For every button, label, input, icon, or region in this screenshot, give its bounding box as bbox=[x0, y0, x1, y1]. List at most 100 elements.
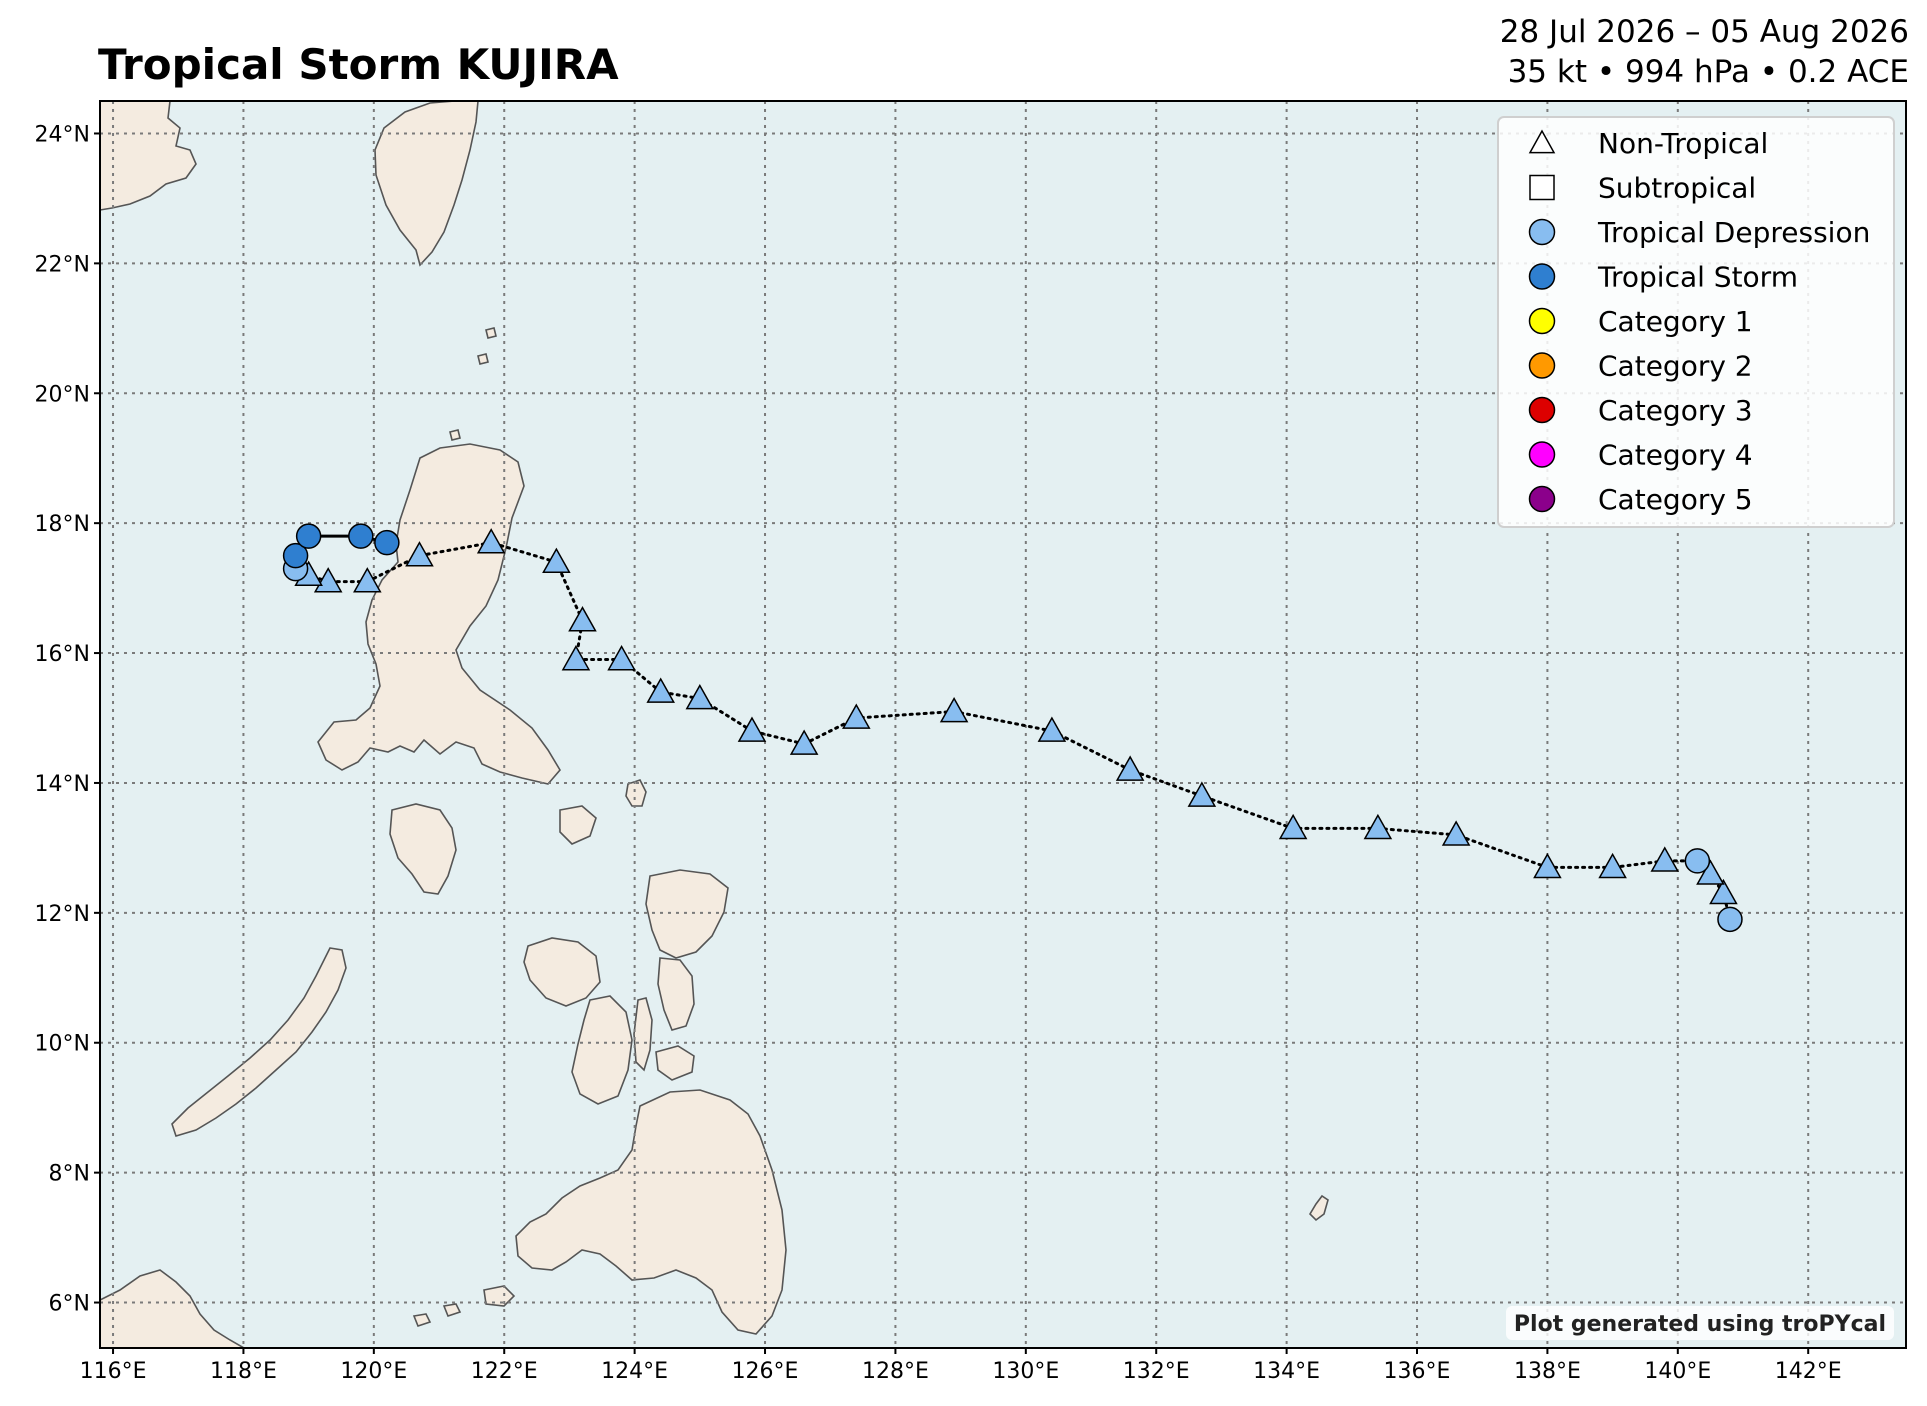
track-segment bbox=[1050, 729, 1132, 772]
track-point-non-tropical bbox=[1115, 755, 1145, 781]
panay-island bbox=[523, 937, 601, 1007]
borneo-island bbox=[100, 1269, 246, 1348]
x-tick-label: 128°E bbox=[862, 1359, 929, 1384]
legend-label: Non-Tropical bbox=[1598, 127, 1768, 160]
track-point-tropical-storm bbox=[374, 529, 400, 556]
legend-label: Tropical Storm bbox=[1597, 261, 1798, 294]
leyte-island bbox=[657, 957, 695, 1031]
track-point-non-tropical bbox=[1441, 820, 1471, 846]
x-tick-label: 116°E bbox=[80, 1359, 147, 1384]
taiwan-island bbox=[374, 101, 479, 267]
track-point-non-tropical bbox=[1363, 813, 1393, 840]
legend-marker-square bbox=[1529, 174, 1555, 201]
x-tick-label: 124°E bbox=[601, 1359, 668, 1384]
mainland-china bbox=[100, 101, 197, 211]
track-segment bbox=[1376, 826, 1458, 837]
track-point-non-tropical bbox=[1598, 852, 1627, 879]
samar-island bbox=[645, 869, 729, 959]
negros-island bbox=[571, 995, 633, 1105]
track-point-non-tropical bbox=[568, 606, 597, 632]
track-point-non-tropical bbox=[1187, 781, 1217, 807]
x-tick-label: 130°E bbox=[992, 1359, 1059, 1384]
x-tick-label: 138°E bbox=[1514, 1359, 1581, 1384]
legend-label: Tropical Depression bbox=[1597, 216, 1870, 249]
track-point-non-tropical bbox=[1696, 859, 1725, 885]
legend-marker-circle bbox=[1528, 218, 1556, 246]
date-range: 28 Jul 2026 – 05 Aug 2026 bbox=[1499, 14, 1909, 50]
track-point-non-tropical bbox=[476, 528, 506, 554]
track-point-non-tropical bbox=[353, 567, 382, 593]
legend-marker-circle bbox=[1528, 396, 1556, 424]
legend-label: Category 5 bbox=[1598, 483, 1753, 516]
y-tick-label: 12°N bbox=[35, 902, 90, 927]
track-point-non-tropical bbox=[1278, 813, 1308, 840]
y-tick-label: 14°N bbox=[35, 772, 90, 797]
legend-label: Category 4 bbox=[1598, 439, 1753, 472]
palawan-island bbox=[171, 947, 347, 1137]
storm-summary: 28 Jul 2026 – 05 Aug 2026 35 kt • 994 hP… bbox=[1500, 12, 1909, 92]
track-segment bbox=[952, 710, 1054, 733]
sulu-islands bbox=[412, 1303, 462, 1327]
track-point-non-tropical bbox=[1533, 852, 1562, 879]
x-tick-label: 120°E bbox=[340, 1359, 407, 1384]
palau-islands bbox=[1308, 1194, 1329, 1222]
x-tick-label: 132°E bbox=[1123, 1359, 1190, 1384]
track-point-non-tropical bbox=[685, 683, 715, 710]
track-point-non-tropical bbox=[1037, 716, 1067, 742]
storm-track-markers bbox=[282, 523, 1743, 933]
storm-title: Tropical Storm KUJIRA bbox=[98, 40, 619, 89]
legend-label: Subtropical bbox=[1598, 172, 1756, 205]
track-point-non-tropical bbox=[842, 703, 871, 729]
y-tick-label: 22°N bbox=[35, 252, 90, 277]
track-point-non-tropical bbox=[789, 729, 819, 755]
y-tick-label: 18°N bbox=[35, 512, 90, 537]
track-point-non-tropical bbox=[646, 677, 675, 703]
latitude-ticks: 6°N 8°N 10°N 12°N 14°N 16°N 18°N 20°N 22°N 24°N bbox=[35, 122, 100, 1317]
legend-marker-circle bbox=[1528, 307, 1556, 335]
track-point-non-tropical bbox=[405, 541, 434, 567]
track-point-non-tropical bbox=[561, 645, 591, 671]
babuyan-islands bbox=[449, 327, 497, 441]
legend: Non-Tropical Subtropical Tropical Depressi… bbox=[1497, 116, 1895, 528]
land-masses bbox=[100, 101, 1329, 1348]
credit-text: Plot generated using troPYcal bbox=[1514, 1312, 1886, 1337]
x-tick-label: 126°E bbox=[732, 1359, 799, 1384]
track-segment bbox=[1200, 794, 1295, 830]
longitude-ticks: 116°E 118°E 120°E 122°E 124°E 126°E 128°E 130°E… bbox=[80, 1348, 1842, 1384]
legend-box bbox=[1497, 116, 1895, 528]
track-segment bbox=[489, 541, 558, 564]
x-tick-label: 136°E bbox=[1384, 1359, 1451, 1384]
catanduanes-island bbox=[625, 779, 647, 807]
track-point-non-tropical bbox=[542, 547, 571, 574]
y-tick-label: 6°N bbox=[49, 1292, 90, 1317]
track-point-tropical-storm bbox=[295, 523, 322, 549]
x-tick-label: 118°E bbox=[210, 1359, 277, 1384]
track-point-non-tropical bbox=[607, 645, 636, 671]
y-tick-label: 8°N bbox=[49, 1162, 90, 1187]
track-point-tropical-storm bbox=[348, 523, 374, 549]
legend-marker-circle bbox=[1528, 441, 1556, 468]
track-point-non-tropical bbox=[1650, 846, 1680, 872]
track-point-tropical-depression bbox=[1717, 906, 1743, 933]
masbate-island bbox=[559, 805, 597, 845]
mindoro-island bbox=[389, 803, 457, 895]
credit-box bbox=[1506, 1306, 1894, 1340]
legend-label: Category 2 bbox=[1598, 350, 1753, 383]
map-frame bbox=[99, 100, 1907, 1349]
track-point-tropical-storm bbox=[282, 542, 309, 569]
legend-label: Category 1 bbox=[1598, 305, 1753, 338]
credit-badge: Plot generated using troPYcal bbox=[1506, 1306, 1894, 1340]
y-tick-label: 16°N bbox=[35, 642, 90, 667]
y-tick-label: 10°N bbox=[35, 1032, 90, 1057]
mindanao-island bbox=[515, 1089, 787, 1335]
x-tick-label: 122°E bbox=[471, 1359, 538, 1384]
legend-marker-triangle bbox=[1528, 129, 1556, 154]
track-segment bbox=[1454, 833, 1549, 869]
legend-marker-circle bbox=[1528, 263, 1556, 290]
legend-label: Category 3 bbox=[1598, 394, 1753, 427]
legend-marker-circle bbox=[1528, 485, 1556, 513]
track-segment bbox=[1128, 768, 1204, 798]
track-segment bbox=[854, 710, 956, 720]
x-tick-label: 142°E bbox=[1775, 1359, 1842, 1384]
